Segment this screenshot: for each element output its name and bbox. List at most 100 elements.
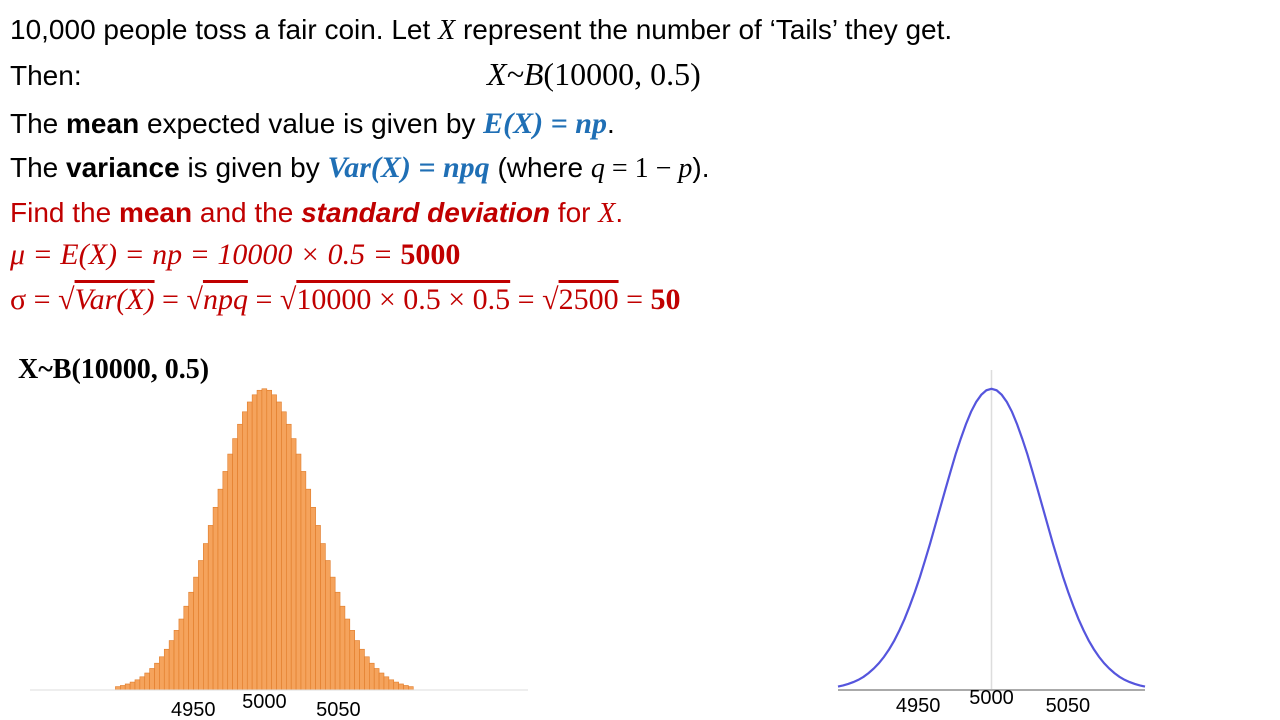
bar bbox=[144, 672, 150, 691]
bar bbox=[383, 676, 390, 691]
bar bbox=[217, 488, 224, 691]
bar bbox=[329, 576, 336, 691]
math: npq bbox=[202, 283, 248, 316]
text: mean bbox=[66, 108, 140, 139]
text: (where bbox=[489, 152, 591, 183]
math: (10000, 0.5) bbox=[543, 56, 701, 92]
bar bbox=[393, 681, 399, 691]
text: 10,000 people toss a fair coin. Let bbox=[10, 14, 439, 45]
text: standard deviation bbox=[301, 197, 551, 228]
math: σ = √ bbox=[10, 283, 75, 316]
text-line: Find the mean and the standard deviation… bbox=[10, 195, 623, 232]
math: = bbox=[618, 283, 651, 316]
text-line: The variance is given by Var(X) = npq (w… bbox=[10, 150, 710, 187]
text-line: μ = E(X) = np = 10000 × 0.5 = 5000 bbox=[10, 237, 460, 273]
text: represent the number of ‘Tails’ they get… bbox=[455, 14, 953, 45]
line-series bbox=[837, 387, 1146, 688]
bar bbox=[315, 525, 321, 691]
bar bbox=[354, 640, 360, 691]
bar bbox=[237, 423, 243, 691]
bar bbox=[203, 543, 209, 691]
formula: E(X) = np bbox=[483, 107, 607, 140]
bar bbox=[300, 471, 307, 691]
bar bbox=[373, 668, 380, 691]
text: . bbox=[615, 197, 624, 228]
bar bbox=[325, 560, 331, 691]
bar bbox=[286, 423, 292, 691]
bar bbox=[242, 411, 248, 691]
math: = √ bbox=[510, 283, 559, 316]
math: 5000 bbox=[400, 238, 461, 271]
formula: Var(X) = npq bbox=[327, 151, 490, 184]
bar bbox=[281, 411, 287, 691]
text-line: σ = √Var(X) = √npq = √10000 × 0.5 × 0.5 … bbox=[10, 282, 680, 318]
bar bbox=[408, 686, 414, 691]
text-line: Then: X~B(10000, 0.5) bbox=[10, 56, 701, 94]
bar bbox=[168, 640, 175, 691]
bar bbox=[227, 453, 233, 691]
bar bbox=[198, 560, 204, 691]
bar bbox=[378, 672, 385, 691]
text: The bbox=[10, 108, 67, 139]
math: Var(X) bbox=[74, 283, 155, 316]
bar bbox=[339, 605, 346, 691]
bar bbox=[276, 401, 282, 691]
text: The bbox=[10, 152, 67, 183]
bar bbox=[193, 576, 199, 691]
bar bbox=[134, 679, 141, 691]
text: Then: bbox=[10, 60, 82, 91]
bar bbox=[207, 525, 214, 691]
bar bbox=[271, 394, 277, 691]
bar bbox=[369, 662, 375, 691]
bar bbox=[305, 488, 312, 691]
text: is given by bbox=[179, 152, 328, 183]
math: X~B bbox=[487, 56, 544, 92]
math: X~B(10000, 0.5) bbox=[487, 56, 701, 92]
bar bbox=[295, 453, 302, 691]
bar bbox=[212, 506, 219, 691]
text-line: The mean expected value is given by E(X)… bbox=[10, 106, 615, 142]
bar bbox=[349, 630, 355, 691]
text: and the bbox=[192, 197, 302, 228]
bar bbox=[222, 471, 229, 691]
text: ). bbox=[692, 152, 710, 183]
math: X bbox=[598, 198, 616, 229]
math: 10000 × 0.5 × 0.5 bbox=[296, 283, 511, 316]
math: X bbox=[438, 15, 456, 46]
bar bbox=[344, 618, 351, 691]
text: variance bbox=[66, 152, 180, 183]
x-tick-label: 4950 bbox=[171, 699, 216, 720]
bar bbox=[334, 591, 341, 691]
bar bbox=[251, 394, 258, 691]
x-tick-label: 5000 bbox=[969, 687, 1014, 709]
bar bbox=[364, 656, 370, 691]
x-tick-label: 5000 bbox=[242, 691, 287, 713]
math: μ = E(X) = np = 10000 × 0.5 = bbox=[10, 238, 401, 271]
bar bbox=[261, 388, 268, 691]
text: expected value is given by bbox=[139, 108, 484, 139]
math: = √ bbox=[154, 283, 203, 316]
bar bbox=[124, 683, 131, 691]
bar bbox=[403, 685, 409, 691]
text: for bbox=[550, 197, 599, 228]
math: = √ bbox=[247, 283, 297, 316]
bar bbox=[115, 686, 121, 691]
bar bbox=[232, 438, 238, 691]
bar bbox=[120, 685, 126, 691]
math: q bbox=[590, 153, 605, 184]
bar bbox=[163, 648, 170, 691]
bar bbox=[359, 648, 365, 691]
bar bbox=[246, 401, 253, 691]
bar bbox=[188, 591, 194, 691]
bar bbox=[388, 679, 395, 691]
bar bbox=[183, 605, 189, 691]
math: 50 bbox=[650, 283, 681, 316]
math: = 1 − bbox=[604, 153, 679, 184]
bar bbox=[154, 662, 160, 691]
chart-title: X~B(10000, 0.5) bbox=[18, 354, 209, 385]
bar bbox=[256, 389, 263, 691]
bar bbox=[139, 676, 146, 691]
x-tick-label: 5050 bbox=[1046, 695, 1091, 717]
